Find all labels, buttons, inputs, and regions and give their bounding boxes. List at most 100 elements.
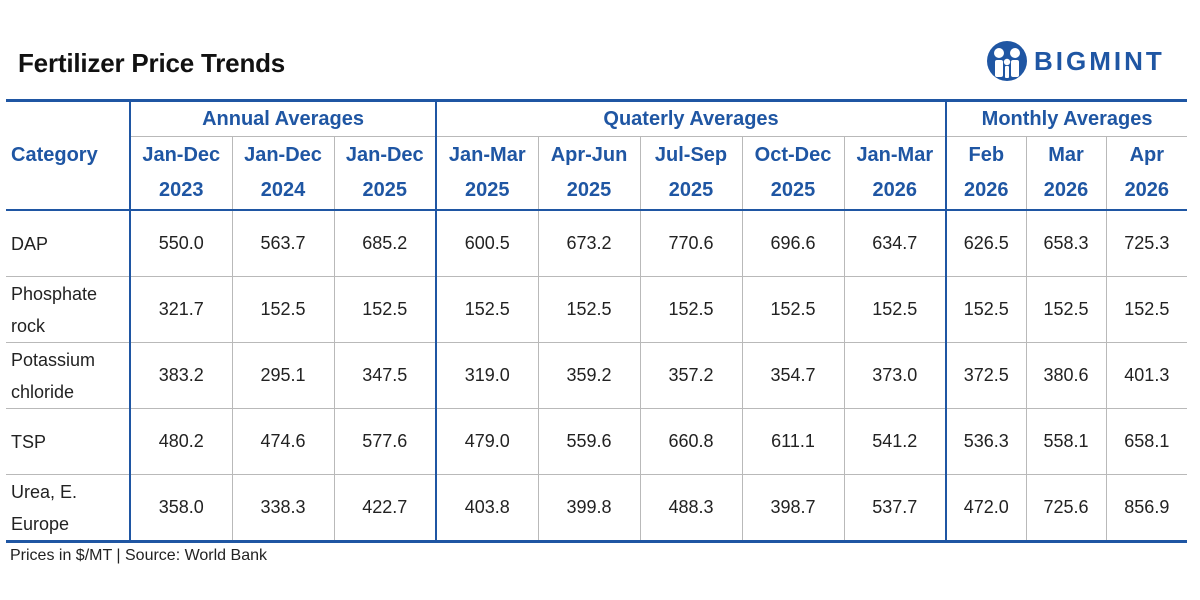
table-cell: 422.7 bbox=[334, 474, 438, 543]
table-cell: 372.5 bbox=[946, 342, 1027, 409]
column-header-year: 2025 bbox=[668, 179, 714, 201]
table-cell: 673.2 bbox=[538, 210, 641, 277]
table-row: Potassium chloride 383.2 295.1 347.5 319.0 359… bbox=[6, 342, 1188, 409]
table-row: TSP 480.2 474.6 577.6 479.0 559.6 660.8 611.1 54… bbox=[6, 408, 1188, 475]
row-category: Potassium chloride bbox=[6, 342, 131, 409]
column-header-year: 2026 bbox=[1124, 179, 1170, 201]
row-category-line: Phosphate bbox=[11, 283, 98, 304]
table-cell: 152.5 bbox=[1106, 276, 1188, 343]
table-cell: 321.7 bbox=[130, 276, 233, 343]
column-header-period: Feb bbox=[968, 144, 1005, 166]
table-cell: 472.0 bbox=[946, 474, 1027, 543]
table-cell: 488.3 bbox=[640, 474, 743, 543]
table-cell: 338.3 bbox=[232, 474, 335, 543]
column-header-period: Oct-Dec bbox=[754, 144, 832, 166]
column-header: Jan-Mar 2025 bbox=[436, 136, 539, 211]
column-header-period: Jan-Dec bbox=[345, 144, 424, 166]
table-row: Phosphate rock 321.7 152.5 152.5 152.5 152.5 15… bbox=[6, 276, 1188, 343]
column-header-period: Jan-Mar bbox=[448, 144, 526, 166]
column-header: Jan-Dec 2023 bbox=[130, 136, 233, 211]
table-cell: 725.6 bbox=[1026, 474, 1107, 543]
column-header: Feb 2026 bbox=[946, 136, 1027, 211]
row-category: Urea, E. Europe bbox=[6, 474, 131, 543]
column-header: Mar 2026 bbox=[1026, 136, 1107, 211]
table-cell: 152.5 bbox=[334, 276, 438, 343]
table-cell: 550.0 bbox=[130, 210, 233, 277]
group-header-quarterly: Quaterly Averages bbox=[436, 99, 948, 137]
table-row: Urea, E. Europe 358.0 338.3 422.7 403.8 399.8 4… bbox=[6, 474, 1188, 543]
column-header-year: 2025 bbox=[770, 179, 816, 201]
table-cell: 479.0 bbox=[436, 408, 539, 475]
table-cell: 399.8 bbox=[538, 474, 641, 543]
table-cell: 152.5 bbox=[538, 276, 641, 343]
table-cell: 660.8 bbox=[640, 408, 743, 475]
table-cell: 563.7 bbox=[232, 210, 335, 277]
table-cell: 358.0 bbox=[130, 474, 233, 543]
table-cell: 357.2 bbox=[640, 342, 743, 409]
column-header: Apr-Jun 2025 bbox=[538, 136, 641, 211]
table-cell: 658.3 bbox=[1026, 210, 1107, 277]
price-table: Category Annual Averages Quaterly Averag… bbox=[6, 99, 1188, 543]
table-cell: 295.1 bbox=[232, 342, 335, 409]
row-category-line: Potassium bbox=[11, 349, 96, 370]
table-cell: 474.6 bbox=[232, 408, 335, 475]
table-cell: 577.6 bbox=[334, 408, 438, 475]
column-header-period: Apr-Jun bbox=[550, 144, 628, 166]
table-cell: 152.5 bbox=[1026, 276, 1107, 343]
table-cell: 152.5 bbox=[946, 276, 1027, 343]
table-cell: 380.6 bbox=[1026, 342, 1107, 409]
column-header-year: 2025 bbox=[566, 179, 612, 201]
table-cell: 537.7 bbox=[844, 474, 948, 543]
group-header-monthly: Monthly Averages bbox=[946, 99, 1188, 137]
table-cell: 600.5 bbox=[436, 210, 539, 277]
table-cell: 347.5 bbox=[334, 342, 438, 409]
table-cell: 725.3 bbox=[1106, 210, 1188, 277]
group-header-annual: Annual Averages bbox=[130, 99, 438, 137]
column-header-year: 2026 bbox=[872, 179, 918, 201]
table-cell: 626.5 bbox=[946, 210, 1027, 277]
column-header: Apr 2026 bbox=[1106, 136, 1188, 211]
bigmint-logo-icon bbox=[987, 41, 1027, 81]
row-category-line: rock bbox=[11, 315, 46, 336]
table-cell: 152.5 bbox=[742, 276, 845, 343]
column-header: Oct-Dec 2025 bbox=[742, 136, 845, 211]
brand-logo: BIGMINT bbox=[986, 40, 1165, 82]
table-cell: 359.2 bbox=[538, 342, 641, 409]
column-header-year: 2024 bbox=[260, 179, 306, 201]
table-cell: 398.7 bbox=[742, 474, 845, 543]
table-cell: 856.9 bbox=[1106, 474, 1188, 543]
table-cell: 559.6 bbox=[538, 408, 641, 475]
row-category-line: TSP bbox=[11, 431, 47, 452]
column-header: Jan-Dec 2024 bbox=[232, 136, 335, 211]
table-cell: 696.6 bbox=[742, 210, 845, 277]
table-cell: 152.5 bbox=[844, 276, 948, 343]
column-header-year: 2023 bbox=[159, 179, 204, 201]
page-title: Fertilizer Price Trends bbox=[18, 48, 286, 78]
table-cell: 611.1 bbox=[742, 408, 845, 475]
column-header-period: Mar bbox=[1048, 144, 1084, 166]
row-category-line: Europe bbox=[11, 513, 70, 534]
table-cell: 480.2 bbox=[130, 408, 233, 475]
column-header-year: 2025 bbox=[362, 179, 408, 201]
column-header-year: 2026 bbox=[1043, 179, 1089, 201]
column-header: Jan-Mar 2026 bbox=[844, 136, 948, 211]
column-header-period: Apr bbox=[1129, 144, 1165, 166]
table-cell: 634.7 bbox=[844, 210, 948, 277]
table-cell: 685.2 bbox=[334, 210, 438, 277]
row-category: DAP bbox=[6, 210, 131, 277]
table-cell: 403.8 bbox=[436, 474, 539, 543]
table-cell: 770.6 bbox=[640, 210, 743, 277]
row-category: Phosphate rock bbox=[6, 276, 131, 343]
row-category: TSP bbox=[6, 408, 131, 475]
table-cell: 373.0 bbox=[844, 342, 948, 409]
table-row: DAP 550.0 563.7 685.2 600.5 673.2 770.6 696.6 63… bbox=[6, 210, 1188, 277]
category-header: Category bbox=[6, 99, 131, 211]
brand-name: BIGMINT bbox=[1034, 45, 1165, 76]
table-cell: 558.1 bbox=[1026, 408, 1107, 475]
table-cell: 658.1 bbox=[1106, 408, 1188, 475]
table-cell: 541.2 bbox=[844, 408, 948, 475]
footnote: Prices in $/MT | Source: World Bank bbox=[10, 547, 267, 564]
column-header-period: Jan-Dec bbox=[244, 144, 322, 166]
table-cell: 319.0 bbox=[436, 342, 539, 409]
table-cell: 536.3 bbox=[946, 408, 1027, 475]
